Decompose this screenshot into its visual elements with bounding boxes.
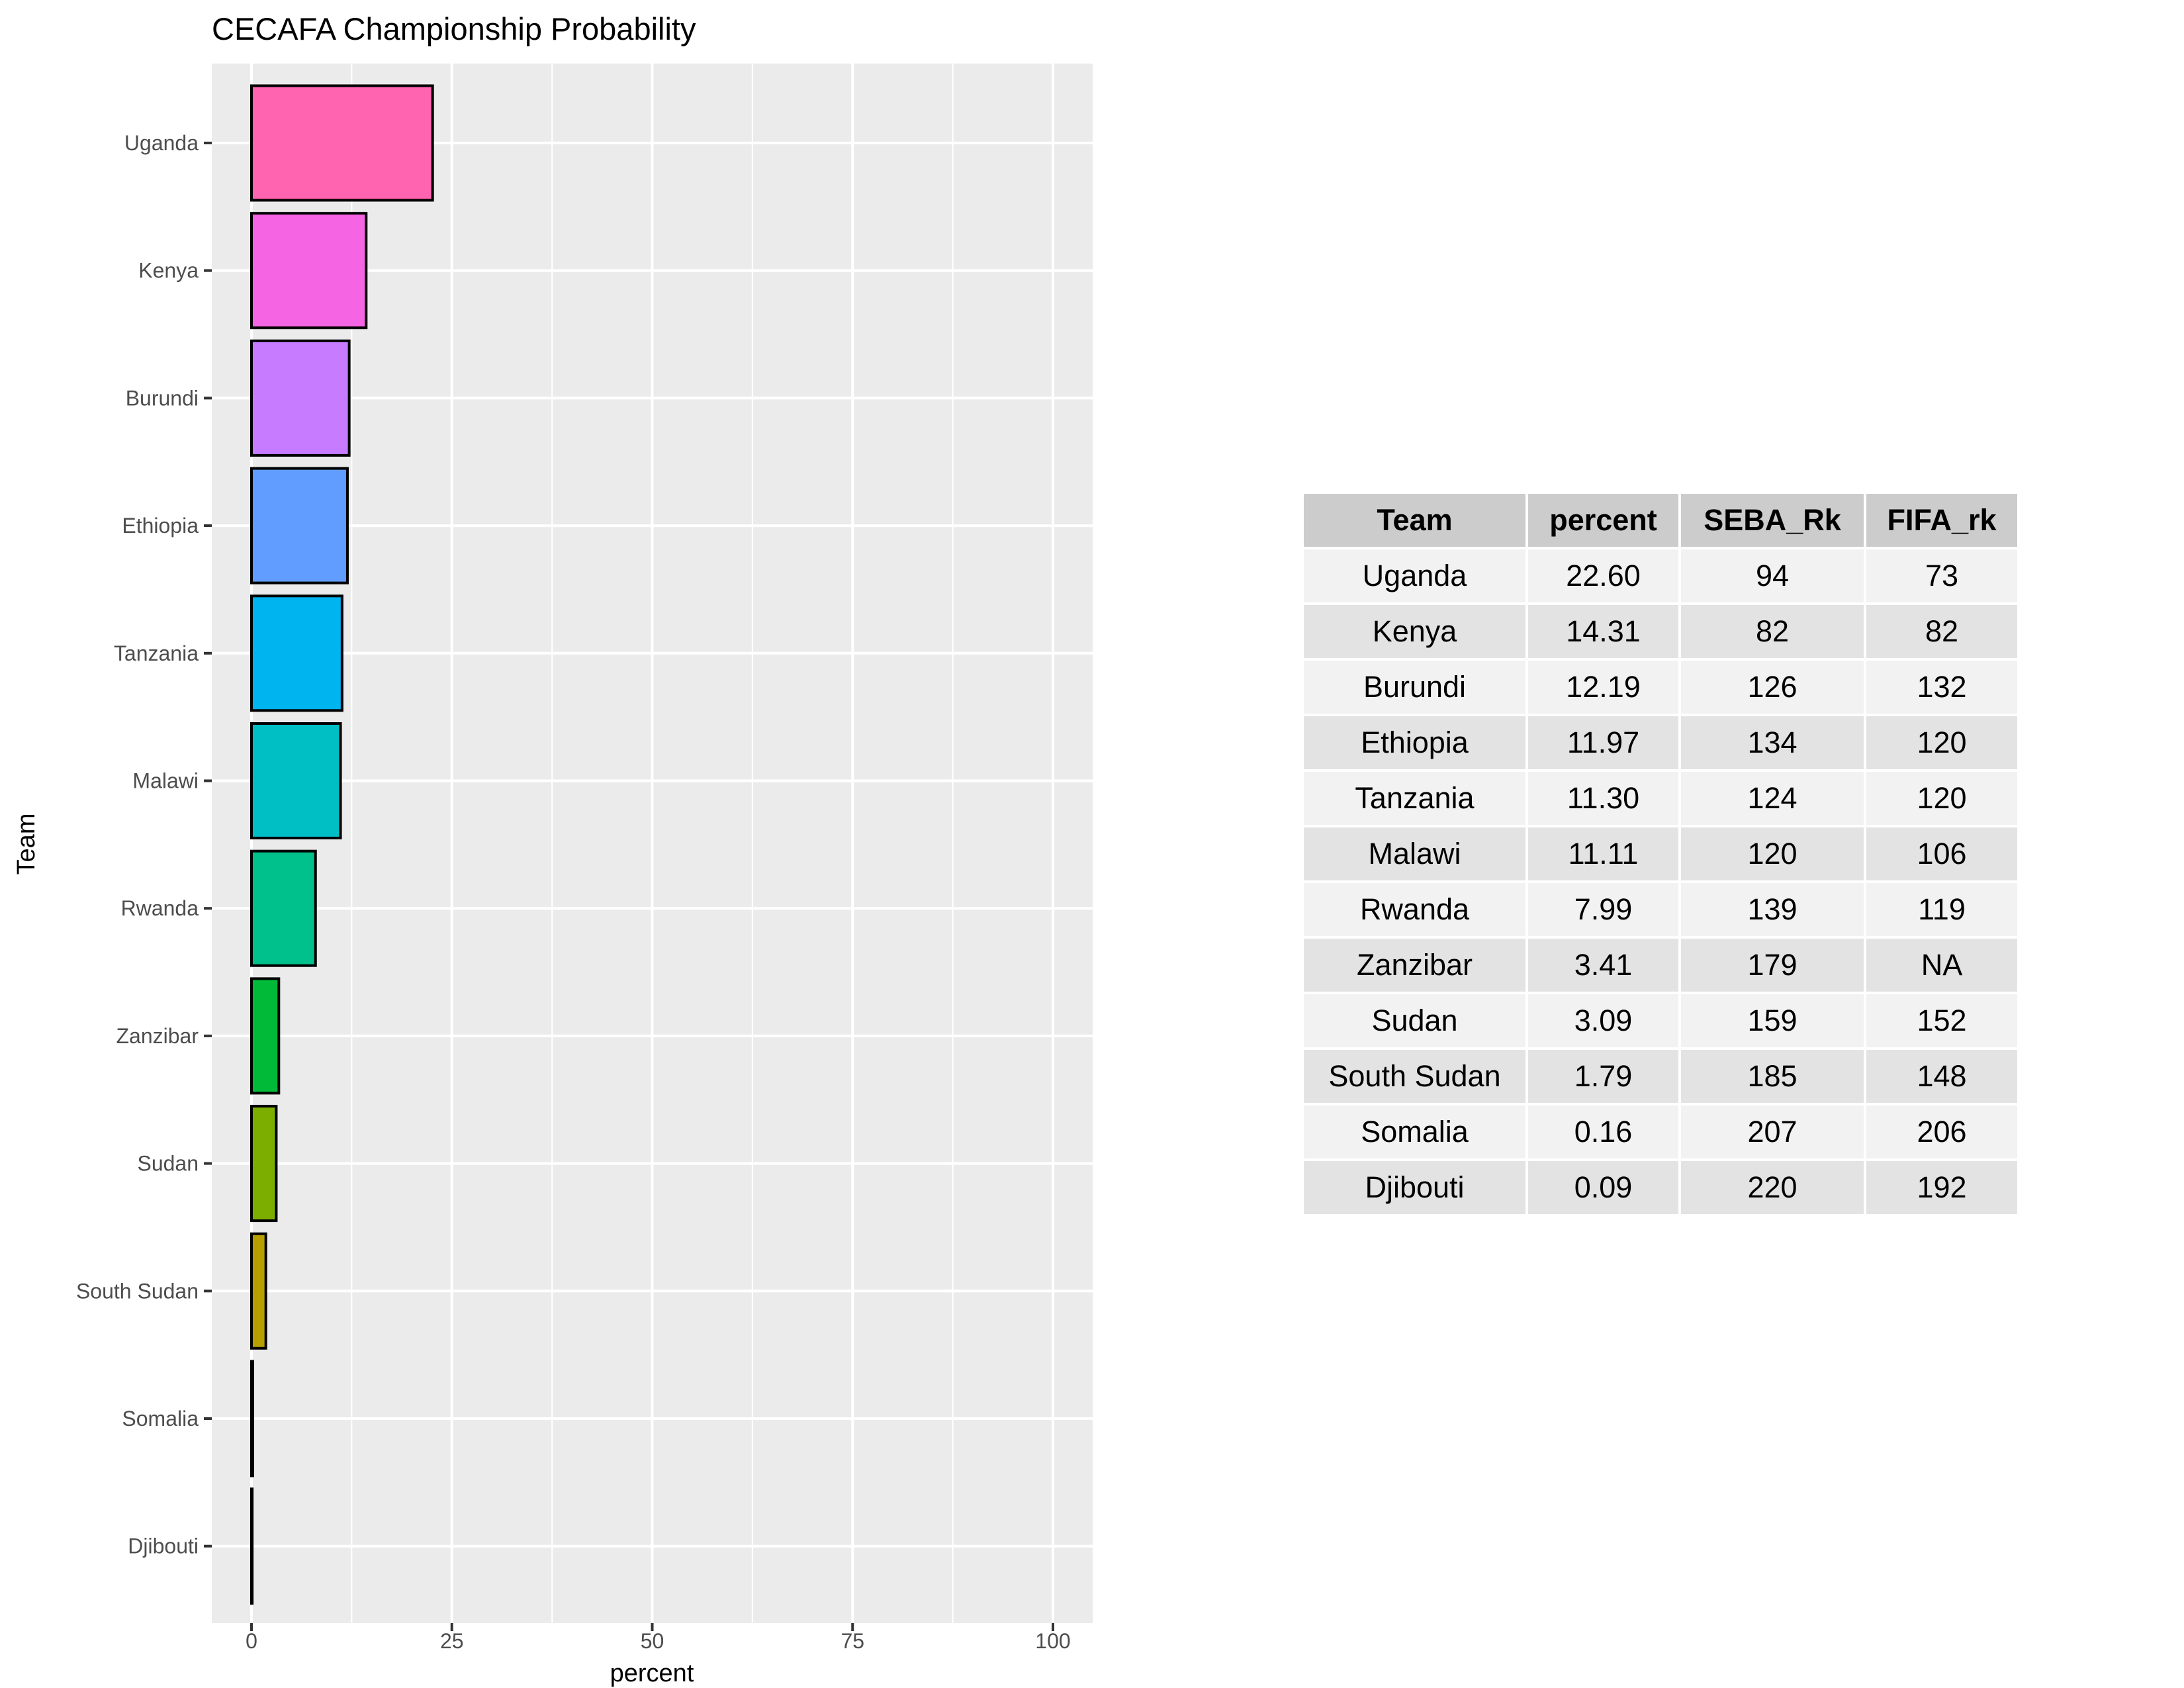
table-header-row: Team percent SEBA_Rk FIFA_rk: [1304, 494, 2017, 547]
y-tick-label: Sudan: [137, 1152, 199, 1176]
table-cell: Ethiopia: [1304, 716, 1525, 769]
bar-malawi: [250, 722, 342, 839]
table-cell: 134: [1681, 716, 1864, 769]
y-tick-label: Uganda: [124, 131, 199, 155]
column-header: FIFA_rk: [1866, 494, 2017, 547]
table-cell: 0.16: [1528, 1105, 1678, 1158]
x-axis-label: percent: [610, 1660, 694, 1687]
table-cell: Kenya: [1304, 605, 1525, 658]
table-row: Djibouti 0.09 220 192: [1304, 1161, 2017, 1214]
x-tick-label: 0: [246, 1629, 257, 1653]
table-cell: 0.09: [1528, 1161, 1678, 1214]
y-tick-label: Zanzibar: [116, 1024, 199, 1048]
x-tick-label: 50: [641, 1629, 664, 1653]
table-cell: 207: [1681, 1105, 1864, 1158]
table-cell: Somalia: [1304, 1105, 1525, 1158]
table-row: Somalia 0.16 207 206: [1304, 1105, 2017, 1158]
table-cell: 152: [1866, 994, 2017, 1047]
table-cell: 106: [1866, 827, 2017, 880]
bar-zanzibar: [250, 977, 281, 1095]
bar-uganda: [250, 84, 434, 202]
table-row: Zanzibar 3.41 179 NA: [1304, 939, 2017, 992]
table-row: South Sudan 1.79 185 148: [1304, 1050, 2017, 1103]
table-cell: 179: [1681, 939, 1864, 992]
column-header: Team: [1304, 494, 1525, 547]
y-tick-label: Kenya: [138, 259, 199, 283]
table-cell: 82: [1681, 605, 1864, 658]
chart-title: CECAFA Championship Probability: [212, 11, 696, 46]
table-cell: 3.09: [1528, 994, 1678, 1047]
bar-rwanda: [250, 849, 317, 967]
table-cell: 12.19: [1528, 661, 1678, 714]
x-tick-label: 25: [440, 1629, 464, 1653]
table-row: Uganda 22.60 94 73: [1304, 549, 2017, 602]
table-cell: Sudan: [1304, 994, 1525, 1047]
x-tick-label: 75: [841, 1629, 864, 1653]
bar-ethiopia: [250, 467, 349, 585]
table-cell: NA: [1866, 939, 2017, 992]
bar-somalia: [250, 1360, 254, 1477]
table-cell: 3.41: [1528, 939, 1678, 992]
team-table: Team percent SEBA_Rk FIFA_rk Uganda 22.60 94 7…: [1301, 491, 2020, 1217]
table-cell: 120: [1681, 827, 1864, 880]
x-tick-label: 100: [1035, 1629, 1070, 1653]
table-cell: 148: [1866, 1050, 2017, 1103]
column-header: percent: [1528, 494, 1678, 547]
y-tick-label: South Sudan: [76, 1279, 199, 1303]
table-cell: 11.11: [1528, 827, 1678, 880]
table-cell: 11.30: [1528, 772, 1678, 825]
table-cell: Rwanda: [1304, 883, 1525, 936]
bar-south-sudan: [250, 1232, 267, 1350]
table-cell: 206: [1866, 1105, 2017, 1158]
table-row: Tanzania 11.30 124 120: [1304, 772, 2017, 825]
table-cell: 14.31: [1528, 605, 1678, 658]
y-tick-label: Malawi: [132, 769, 199, 793]
table-cell: 1.79: [1528, 1050, 1678, 1103]
table-cell: 159: [1681, 994, 1864, 1047]
table-cell: 73: [1866, 549, 2017, 602]
table-cell: Zanzibar: [1304, 939, 1525, 992]
table-cell: Djibouti: [1304, 1161, 1525, 1214]
bar-burundi: [250, 339, 351, 457]
table-cell: 220: [1681, 1161, 1864, 1214]
y-tick-label: Rwanda: [121, 896, 199, 920]
y-tick-label: Ethiopia: [122, 514, 199, 538]
table-row: Malawi 11.11 120 106: [1304, 827, 2017, 880]
table-row: Sudan 3.09 159 152: [1304, 994, 2017, 1047]
table-cell: 139: [1681, 883, 1864, 936]
table-cell: 124: [1681, 772, 1864, 825]
table-cell: 185: [1681, 1050, 1864, 1103]
table-cell: Tanzania: [1304, 772, 1525, 825]
bar-sudan: [250, 1105, 278, 1223]
y-tick-label: Somalia: [122, 1407, 199, 1430]
table-cell: Uganda: [1304, 549, 1525, 602]
table-cell: 119: [1866, 883, 2017, 936]
table-cell: Burundi: [1304, 661, 1525, 714]
table-cell: 120: [1866, 716, 2017, 769]
table-cell: 22.60: [1528, 549, 1678, 602]
table-cell: 11.97: [1528, 716, 1678, 769]
y-tick-label: Tanzania: [114, 641, 199, 665]
bar-tanzania: [250, 594, 343, 712]
column-header: SEBA_Rk: [1681, 494, 1864, 547]
table-cell: 82: [1866, 605, 2017, 658]
table-row: Rwanda 7.99 139 119: [1304, 883, 2017, 936]
table-row: Kenya 14.31 82 82: [1304, 605, 2017, 658]
table-cell: Malawi: [1304, 827, 1525, 880]
bar-chart: CECAFA Championship Probability Uganda Ke…: [13, 11, 1093, 1687]
table-row: Ethiopia 11.97 134 120: [1304, 716, 2017, 769]
y-axis-label: Team: [13, 814, 40, 875]
table-cell: South Sudan: [1304, 1050, 1525, 1103]
table-cell: 120: [1866, 772, 2017, 825]
table-cell: 126: [1681, 661, 1864, 714]
y-tick-label: Djibouti: [128, 1534, 199, 1558]
bar-djibouti: [250, 1487, 254, 1605]
table-cell: 7.99: [1528, 883, 1678, 936]
table-cell: 192: [1866, 1161, 2017, 1214]
y-tick-label: Burundi: [126, 386, 199, 410]
table-cell: 132: [1866, 661, 2017, 714]
table-cell: 94: [1681, 549, 1864, 602]
table-row: Burundi 12.19 126 132: [1304, 661, 2017, 714]
bar-kenya: [250, 212, 368, 330]
